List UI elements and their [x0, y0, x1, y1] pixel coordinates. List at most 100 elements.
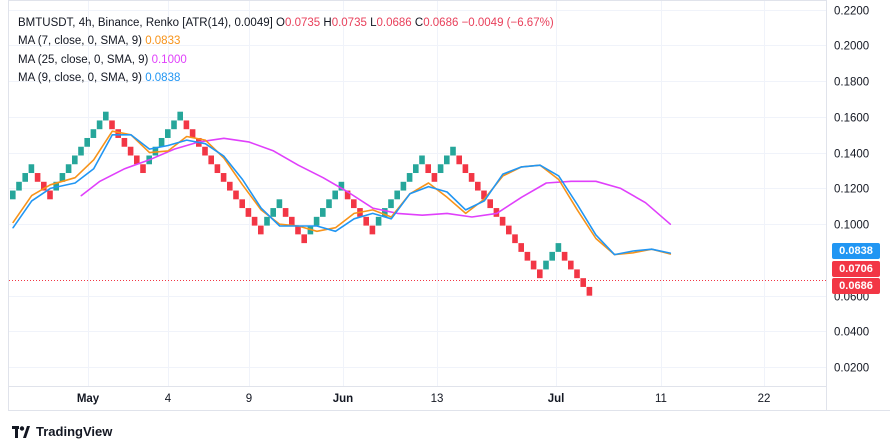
renko-brick-down: [475, 181, 481, 191]
renko-brick-up: [165, 129, 171, 138]
last-price-badge: 0.0686: [832, 278, 880, 294]
brand-name: TradingView: [36, 424, 113, 439]
renko-brick-down: [301, 234, 307, 244]
renko-brick-up: [326, 199, 332, 209]
renko-brick-up: [406, 173, 413, 182]
indicator-ma7[interactable]: MA (7, close, 0, SMA, 9) 0.0833: [18, 32, 554, 50]
renko-brick-up: [59, 173, 66, 182]
time-axis[interactable]: May 4 9 Jun 13 Jul 11 22: [77, 393, 771, 405]
renko-brick-down: [561, 251, 568, 261]
renko-brick-up: [177, 111, 183, 121]
indicator-ma25[interactable]: MA (25, close, 0, SMA, 9) 0.1000: [18, 51, 554, 69]
renko-brick-down: [462, 164, 469, 174]
renko-brick-up: [549, 251, 555, 261]
open-value: 0.0735: [284, 17, 321, 29]
y-tick-label: 0.2200: [834, 6, 869, 18]
price-axis[interactable]: 0.2200 0.2000 0.1800 0.1600 0.1400 0.1200 0.10…: [834, 6, 869, 375]
renko-brick-up: [96, 120, 103, 130]
y-tick-label: 0.0200: [834, 363, 869, 375]
renko-brick-down: [258, 225, 264, 235]
renko-brick-down: [518, 243, 524, 252]
renko-brick-down: [202, 146, 208, 156]
renko-brick-down: [251, 216, 258, 226]
y-tick-label: 0.2000: [834, 41, 869, 53]
x-tick-label: 4: [165, 393, 172, 405]
renko-brick-down: [530, 260, 537, 270]
renko-brick-up: [28, 164, 35, 174]
y-tick-label: 0.1000: [834, 220, 869, 232]
renko-brick-down: [344, 190, 351, 200]
renko-brick-down: [425, 164, 431, 174]
renko-brick-down: [245, 208, 252, 217]
renko-brick-down: [574, 269, 580, 279]
renko-brick-down: [524, 251, 531, 261]
y-tick-label: 0.0600: [834, 292, 869, 304]
renko-brick-down: [363, 216, 369, 226]
symbol-title[interactable]: BMTUSDT, 4h, Binance, Renko [ATR(14), 0.…: [18, 17, 273, 29]
ma-9-line: [12, 134, 672, 256]
renko-brick-up: [543, 260, 549, 270]
renko-brick-down: [140, 164, 146, 174]
ma-25-line: [80, 137, 672, 225]
bar-price-badge: 0.0706: [832, 261, 880, 277]
renko-brick-down: [506, 225, 512, 235]
high-label: H: [323, 17, 332, 29]
renko-brick-up: [270, 208, 276, 217]
tradingview-brand[interactable]: TradingView: [12, 424, 112, 439]
renko-brick-down: [586, 286, 593, 296]
renko-brick-up: [444, 155, 450, 165]
renko-brick-up: [338, 181, 345, 191]
renko-brick-up: [419, 155, 425, 165]
renko-brick-down: [351, 199, 357, 209]
y-tick-label: 0.1400: [834, 149, 869, 161]
y-tick-label: 0.1800: [834, 77, 869, 89]
renko-brick-up: [276, 199, 283, 209]
renko-brick-down: [41, 181, 47, 191]
high-value: 0.0735: [331, 17, 367, 29]
indicator-ma9-label: MA (9, close, 0, SMA, 9): [18, 72, 142, 85]
renko-brick-up: [103, 111, 109, 121]
y-tick-label: 0.1600: [834, 113, 869, 125]
close-label: C: [414, 17, 424, 29]
indicator-ma9[interactable]: MA (9, close, 0, SMA, 9) 0.0838: [18, 69, 554, 87]
y-tick-label: 0.1200: [834, 184, 869, 196]
indicator-ma7-value: 0.0833: [145, 35, 181, 48]
renko-brick-up: [65, 164, 72, 174]
tradingview-logo-icon: [12, 425, 30, 438]
renko-brick-down: [568, 260, 574, 270]
renko-brick-up: [313, 216, 320, 226]
renko-brick-down: [127, 146, 134, 156]
renko-brick-down: [487, 199, 493, 209]
renko-brick-up: [90, 129, 97, 138]
renko-brick-down: [493, 208, 500, 217]
renko-brick-down: [295, 225, 301, 235]
renko-brick-up: [394, 190, 400, 200]
renko-brick-down: [481, 190, 487, 200]
symbol-row[interactable]: BMTUSDT, 4h, Binance, Renko [ATR(14), 0.…: [18, 14, 554, 32]
renko-brick-down: [369, 225, 376, 235]
renko-brick-up: [388, 199, 394, 209]
chart-legend: BMTUSDT, 4h, Binance, Renko [ATR(14), 0.…: [18, 14, 554, 88]
renko-brick-down: [115, 129, 121, 138]
ma-price-badge: 0.0838: [832, 243, 880, 259]
x-tick-label: May: [77, 393, 100, 405]
ma-7-line: [12, 130, 672, 256]
renko-brick-down: [109, 120, 115, 130]
indicator-ma25-label: MA (25, close, 0, SMA, 9): [18, 53, 149, 66]
renko-brick-up: [437, 164, 444, 174]
renko-brick-down: [431, 173, 438, 182]
x-tick-label: 11: [655, 393, 667, 405]
x-tick-label: Jul: [548, 393, 565, 405]
renko-brick-down: [456, 155, 462, 165]
x-tick-label: 13: [431, 393, 444, 405]
x-tick-label: 22: [758, 393, 771, 405]
change-value: −0.0049 (−6.67%): [461, 17, 554, 29]
low-value: 0.0686: [376, 17, 412, 29]
indicator-ma7-label: MA (7, close, 0, SMA, 9): [18, 35, 142, 48]
renko-brick-down: [499, 216, 506, 226]
x-tick-label: Jun: [333, 393, 353, 405]
renko-brick-down: [289, 216, 295, 226]
low-label: L: [370, 17, 377, 29]
renko-brick-down: [214, 164, 221, 174]
